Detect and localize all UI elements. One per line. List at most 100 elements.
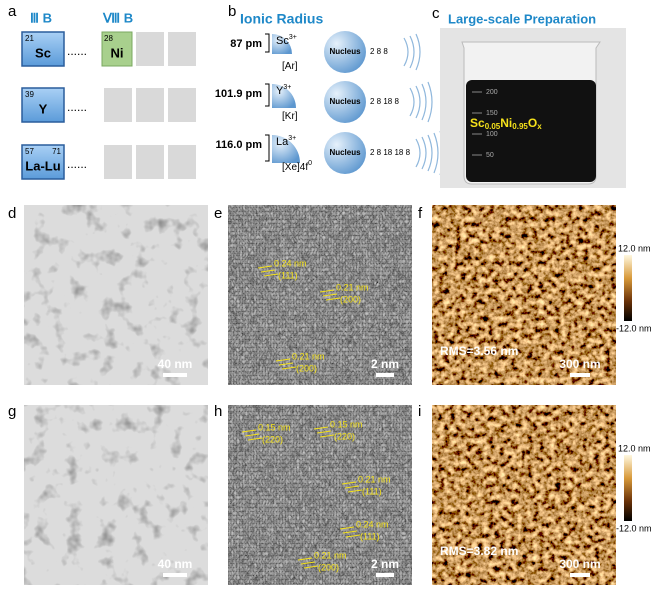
- formula-subscript: 0.05: [485, 122, 501, 131]
- element-box: [21, 31, 65, 67]
- empty-cell: [136, 88, 164, 122]
- group-label: Ⅲ B: [30, 10, 52, 25]
- crystal-plane: (200): [340, 294, 361, 304]
- empty-cell: [104, 145, 132, 179]
- fringe-line: [316, 430, 332, 434]
- fringe-line: [297, 557, 313, 561]
- panel-title: Large-scale Preparation: [448, 11, 596, 26]
- crystal-plane: (220): [262, 434, 283, 444]
- ionic-radius: 116.0 pm: [216, 139, 263, 151]
- shell-arc: [409, 35, 415, 69]
- fringe-line: [275, 358, 291, 362]
- micrograph: [228, 405, 412, 585]
- empty-cell: [136, 32, 164, 66]
- crystal-plane: (111): [360, 531, 380, 541]
- element-box: [21, 144, 65, 180]
- rms-label: RMS=3.82 nm: [440, 544, 518, 558]
- ion-element: Sc: [276, 35, 289, 47]
- panel-label: b: [228, 3, 236, 20]
- empty-cell: [136, 145, 164, 179]
- formula-subscript: x: [537, 122, 542, 131]
- panel-label: i: [418, 403, 421, 420]
- shell-arc: [421, 136, 427, 170]
- colorbar-max: 12.0 nm: [618, 243, 651, 253]
- shell-arc: [403, 37, 409, 67]
- fringe-line: [339, 526, 355, 530]
- fringe-line: [319, 434, 335, 438]
- shell-arc: [427, 134, 433, 172]
- panel-label: e: [214, 205, 222, 222]
- nucleus: [324, 31, 366, 73]
- shell-arc: [427, 81, 433, 123]
- beaker-scale: 100: [486, 131, 498, 138]
- colorbar: [624, 455, 632, 521]
- colorbar-min: -12.0 nm: [616, 523, 652, 533]
- fringe-line: [263, 273, 279, 277]
- colorbar: [624, 255, 632, 321]
- nucleus-label: Nucleus: [329, 47, 361, 56]
- panel-label: c: [432, 5, 440, 22]
- ion-sphere: [272, 135, 300, 163]
- atomic-number: 39: [25, 90, 34, 99]
- group-label: Ⅷ B: [102, 10, 133, 25]
- ion-charge: 3+: [283, 84, 291, 91]
- shell-arc: [409, 87, 415, 117]
- nucleus-label: Nucleus: [329, 97, 361, 106]
- formula: Sc0.05Ni0.95Ox: [470, 116, 542, 131]
- scale-bar: [570, 573, 590, 577]
- empty-cell: [168, 88, 196, 122]
- fringe-line: [260, 269, 276, 273]
- empty-cell: [168, 145, 196, 179]
- empty-cell: [104, 88, 132, 122]
- panel-label: h: [214, 403, 222, 420]
- fringe-line: [341, 481, 357, 485]
- fringe-line: [319, 289, 335, 293]
- ionic-radius: 101.9 pm: [215, 88, 262, 100]
- element-symbol: La-Lu: [25, 158, 60, 173]
- config-superscript: 0: [308, 160, 312, 167]
- ion-symbol: La3+: [276, 135, 296, 148]
- shell-arc: [433, 132, 439, 174]
- ion-symbol: Sc3+: [276, 34, 297, 47]
- nucleus-label: Nucleus: [329, 148, 361, 157]
- shell-arc: [415, 33, 421, 71]
- panel-label: g: [8, 403, 16, 420]
- fringe-line: [281, 366, 297, 370]
- fringe-line: [303, 565, 319, 569]
- d-spacing: 0.15 nm: [330, 419, 363, 429]
- beaker-scale: 200: [486, 89, 498, 96]
- bracket: [265, 134, 270, 162]
- element-box: [101, 31, 133, 67]
- electron-shells: 2 8 18 8: [370, 97, 399, 106]
- scale-bar: [163, 373, 187, 377]
- micrograph: [228, 205, 412, 385]
- micrograph: [24, 405, 208, 585]
- d-spacing: 0.21 nm: [358, 474, 391, 484]
- fringe-line: [322, 293, 338, 297]
- atomic-number: 21: [25, 34, 34, 43]
- electron-shells: 2 8 18 18 8: [370, 148, 411, 157]
- crystal-plane: (200): [296, 363, 317, 373]
- element-box: [21, 87, 65, 123]
- ion-symbol: Y3+: [276, 84, 291, 97]
- crystal-plane: (111): [362, 486, 382, 496]
- element-dots: ......: [67, 44, 87, 58]
- fringe-line: [247, 437, 263, 441]
- panel-label: a: [8, 3, 17, 20]
- ion-charge: 3+: [289, 34, 297, 41]
- formula-subscript: 0.95: [512, 122, 528, 131]
- fringe-line: [345, 534, 361, 538]
- bracket: [265, 33, 270, 53]
- electron-config: [Kr]: [282, 111, 298, 122]
- config-core: [Xe]4f: [282, 162, 308, 173]
- scale-bar-label: 40 nm: [158, 557, 193, 571]
- formula-element: Sc: [470, 116, 485, 130]
- rms-label: RMS=3.56 nm: [440, 344, 518, 358]
- nucleus: [324, 132, 366, 174]
- fringe-line: [300, 561, 316, 565]
- d-spacing: 0.24 nm: [274, 258, 307, 268]
- ion-sphere: [272, 34, 292, 54]
- config-core: [Kr]: [282, 111, 298, 122]
- scale-bar-label: 300 nm: [559, 557, 600, 571]
- atomic-number: 28: [104, 34, 113, 43]
